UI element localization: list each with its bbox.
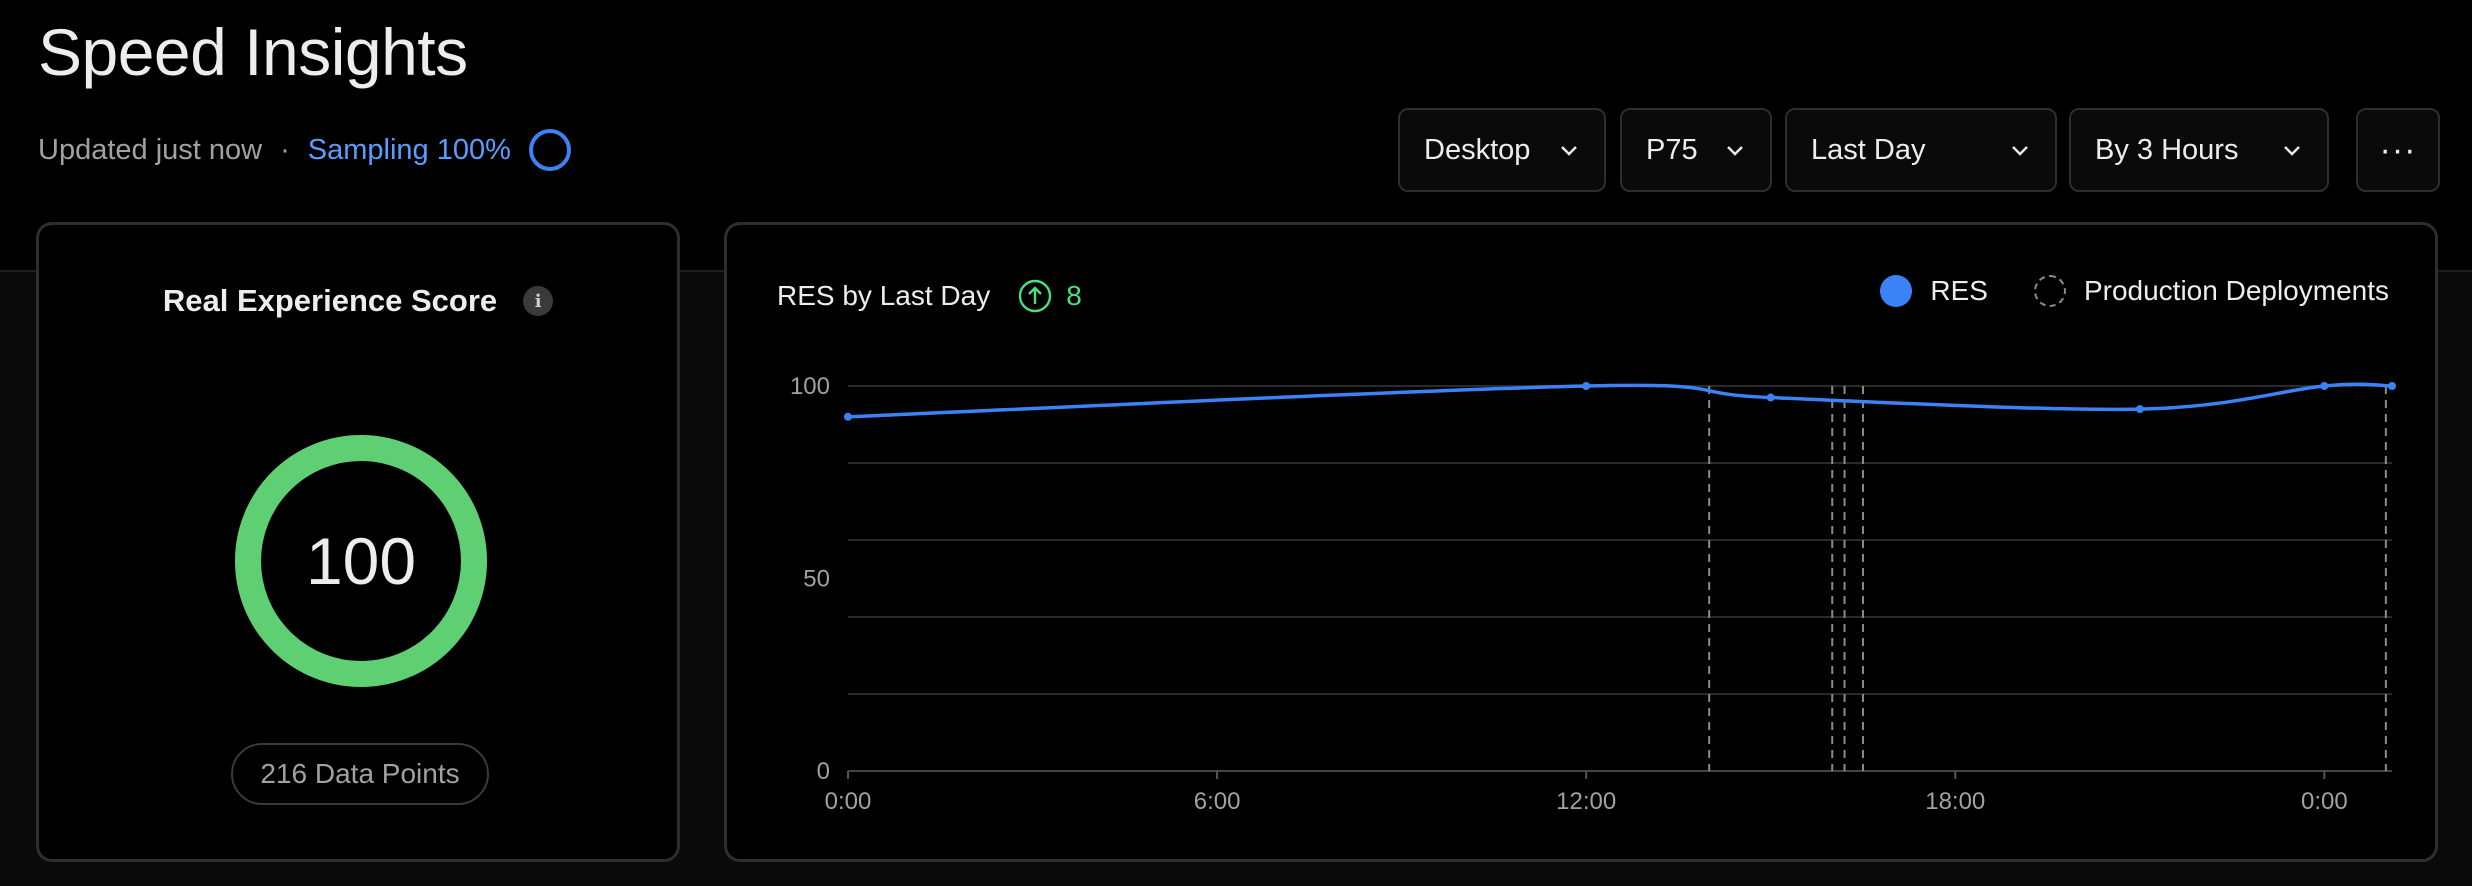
score-card-header: Real Experience Score i bbox=[39, 283, 677, 319]
res-line-chart: 0 50 100 0:00 6:00 12:00 18:00 0:00 bbox=[790, 373, 2396, 815]
granularity-select-value: By 3 Hours bbox=[2095, 133, 2239, 166]
legend-item-res[interactable]: RES bbox=[1880, 275, 1988, 307]
score-card-title: Real Experience Score bbox=[162, 283, 498, 318]
x-tick-label: 18:00 bbox=[1925, 788, 1985, 815]
x-tick-label: 0:00 bbox=[825, 788, 872, 815]
device-select-value: Desktop bbox=[1424, 133, 1531, 166]
chevron-down-icon bbox=[1561, 146, 1577, 156]
sampling-link[interactable]: Sampling 100% bbox=[307, 133, 511, 166]
x-tick-label: 0:00 bbox=[2301, 788, 2348, 815]
sampling-ring-icon[interactable] bbox=[528, 129, 571, 171]
legend-item-deployments[interactable]: Production Deployments bbox=[2033, 275, 2389, 307]
chart-header: RES by Last Day 8 bbox=[777, 279, 1082, 313]
chevron-down-icon bbox=[1727, 146, 1743, 156]
chart-card: 0 50 100 0:00 6:00 12:00 18:00 0:00 RES by Last… bbox=[724, 222, 2438, 862]
more-options-button[interactable]: ··· bbox=[2356, 108, 2440, 192]
res-series-line bbox=[847, 382, 2393, 419]
range-select[interactable]: Last Day bbox=[1785, 108, 2057, 192]
status-separator: · bbox=[280, 133, 290, 166]
updated-text: Updated just now bbox=[38, 133, 263, 166]
score-gauge bbox=[235, 435, 487, 687]
res-data-point bbox=[2135, 405, 2144, 414]
percentile-select-value: P75 bbox=[1646, 133, 1698, 166]
status-line: Updated just now · Sampling 100% bbox=[38, 128, 571, 172]
trend-value: 8 bbox=[1066, 280, 1082, 311]
score-card: Real Experience Score i 100 216 Data Poi… bbox=[36, 222, 680, 862]
chart-legend: RES Production Deployments bbox=[1834, 275, 2389, 307]
res-data-point bbox=[2320, 382, 2329, 390]
x-tick-label: 12:00 bbox=[1556, 788, 1616, 815]
deployments-swatch-icon bbox=[2033, 275, 2066, 307]
page-title: Speed Insights bbox=[38, 15, 468, 89]
granularity-select[interactable]: By 3 Hours bbox=[2069, 108, 2329, 192]
percentile-select[interactable]: P75 bbox=[1620, 108, 1772, 192]
y-tick-label: 0 bbox=[817, 758, 830, 785]
legend-label-deployments: Production Deployments bbox=[2083, 275, 2389, 306]
chart-title: RES by Last Day bbox=[777, 280, 991, 311]
info-icon[interactable]: i bbox=[523, 286, 554, 316]
arrow-up-circle-icon bbox=[1019, 279, 1052, 313]
range-select-value: Last Day bbox=[1811, 133, 1926, 166]
x-tick-label: 6:00 bbox=[1194, 788, 1241, 815]
res-data-point bbox=[1766, 393, 1775, 402]
score-gauge-arc bbox=[235, 435, 487, 687]
res-data-point bbox=[844, 412, 852, 421]
res-data-point bbox=[1582, 382, 1591, 390]
res-data-point bbox=[2388, 382, 2396, 390]
y-tick-label: 100 bbox=[790, 373, 830, 400]
trend-badge: 8 bbox=[1018, 279, 1082, 313]
chevron-down-icon bbox=[2284, 146, 2300, 156]
score-value: 100 bbox=[305, 524, 417, 598]
legend-label-res: RES bbox=[1930, 275, 1988, 306]
data-points-badge: 216 Data Points bbox=[231, 743, 489, 805]
device-select[interactable]: Desktop bbox=[1398, 108, 1606, 192]
chevron-down-icon bbox=[2012, 146, 2028, 156]
more-icon: ··· bbox=[2379, 130, 2417, 169]
res-swatch-icon bbox=[1880, 275, 1913, 307]
y-tick-label: 50 bbox=[803, 566, 830, 593]
